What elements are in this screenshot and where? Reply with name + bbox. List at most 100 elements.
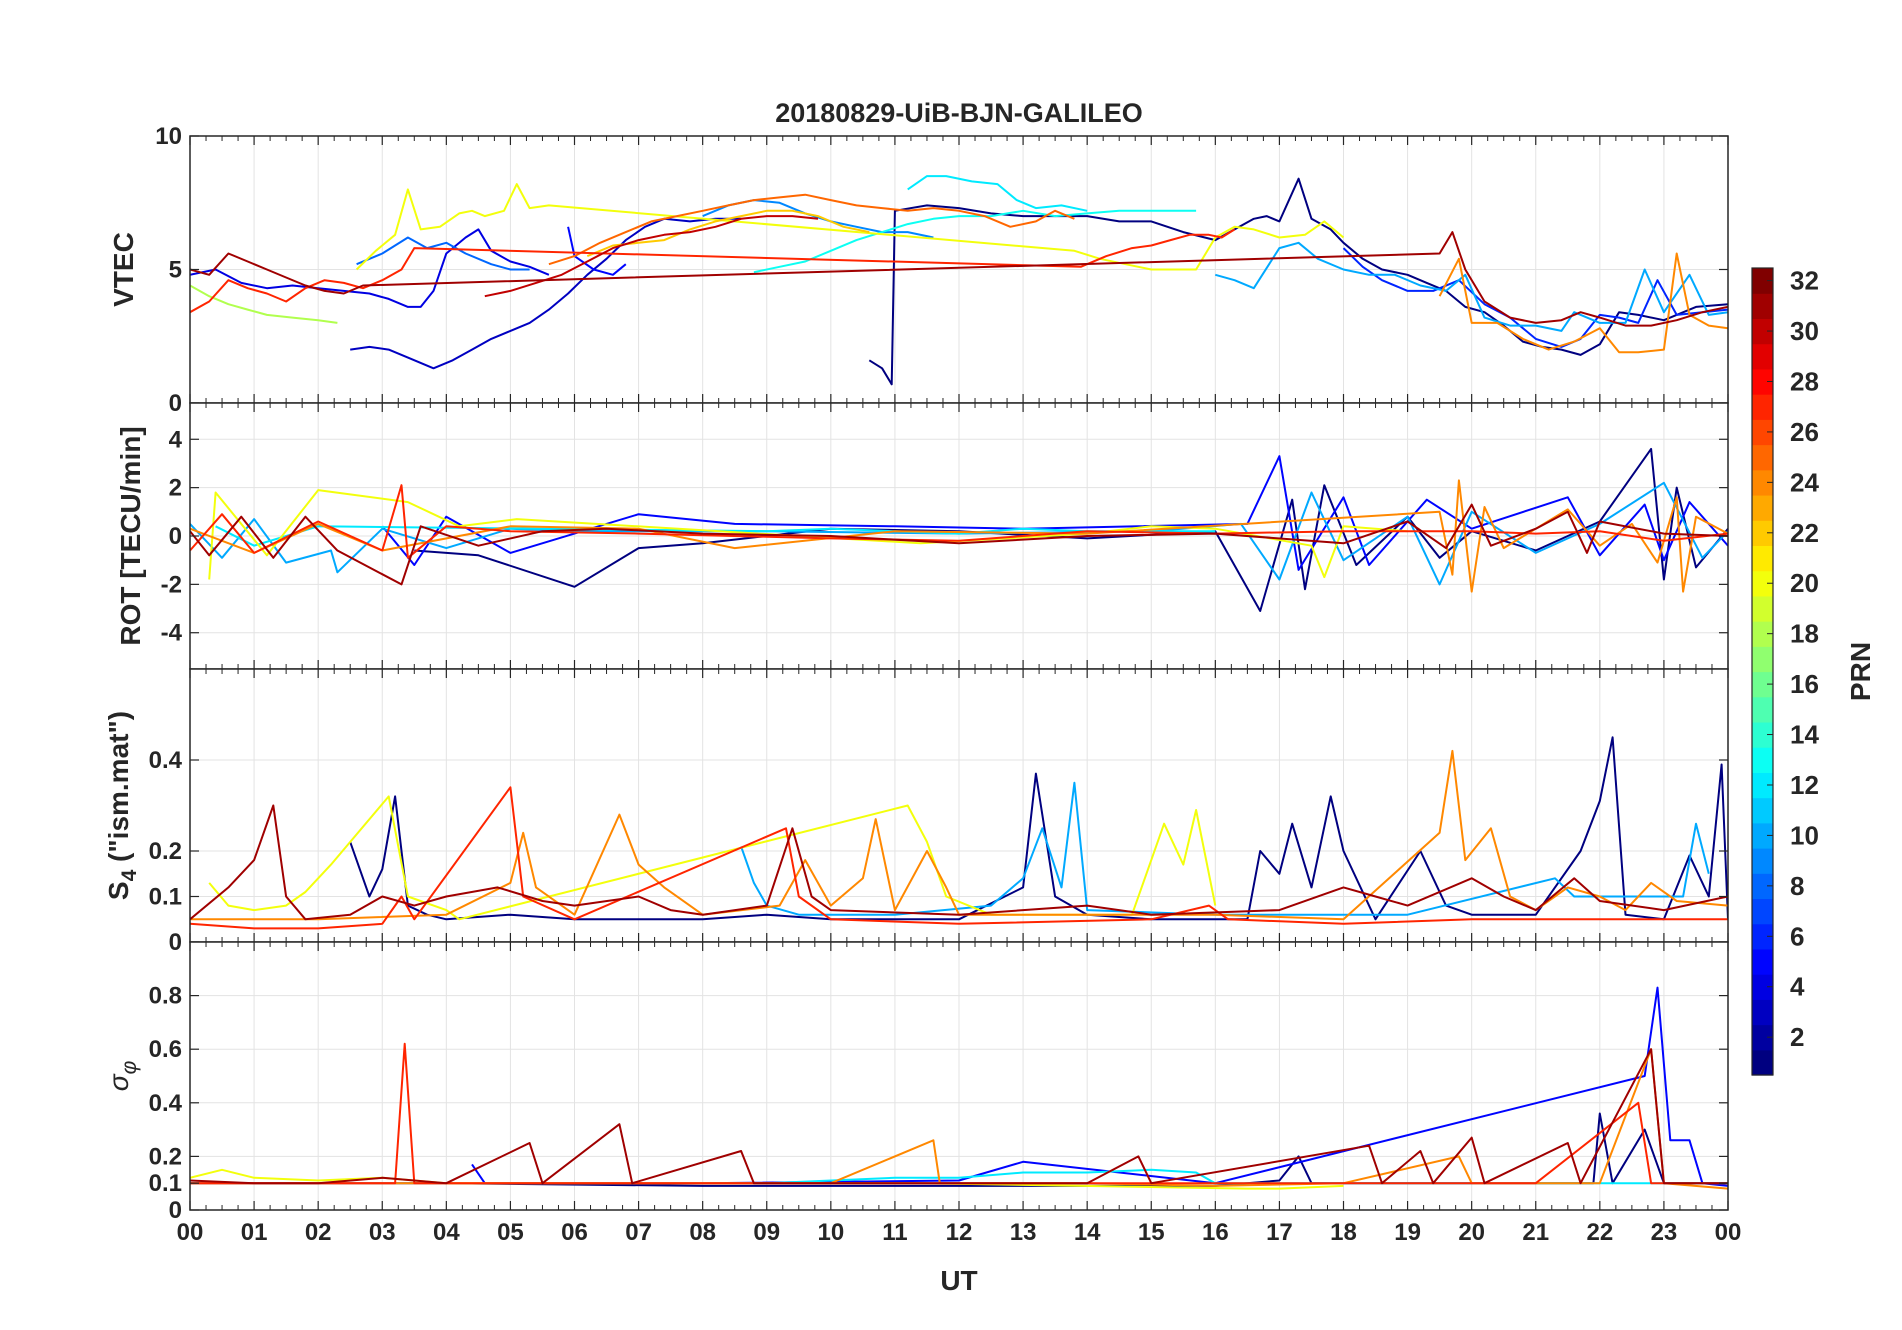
series-line-prn-27 [190,786,1728,930]
colorbar-segment [1752,595,1773,622]
y-tick-label: 2 [169,475,182,502]
panel-rot: -4 -2 0 2 4 ROT [TECU/min] [115,402,1729,670]
colorbar-label: PRN [1845,642,1876,701]
colorbar-frame [1751,267,1774,1076]
colorbar-segment [1752,343,1773,370]
colorbar-segment [1752,469,1773,496]
series-line-prn-1 [414,447,1728,612]
colorbar-segment [1752,999,1773,1026]
y-axis-label-sigma_phi: σφ [103,1060,141,1091]
y-tick-label: 10 [155,123,182,150]
series-line-prn-10 [1215,241,1728,332]
series-line-prn-10 [740,781,1710,916]
series-line-prn-1 [349,736,1728,921]
colorbar-segment [1752,923,1773,950]
colorbar-segment [1752,747,1773,773]
colorbar-tick-label: 18 [1790,619,1819,649]
x-tick-label: 07 [625,1219,652,1246]
x-tick-label: 08 [689,1219,716,1246]
series-line-prn-20 [208,489,1408,580]
y-tick-label: 0.1 [149,884,182,911]
x-tick-label: 22 [1586,1219,1613,1246]
y-tick-label: 0.4 [149,1090,183,1117]
x-tick-label: 13 [1010,1219,1037,1246]
y-tick-label: 0 [169,1197,182,1224]
x-tick-label: 12 [946,1219,973,1246]
colorbar-segment [1752,293,1773,320]
x-tick-label: 05 [497,1219,524,1246]
colorbar-segment [1752,545,1773,572]
y-tick-label: 0.2 [149,838,182,865]
series-line-prn-8 [356,236,530,271]
chart-title: 20180829-UiB-BJN-GALILEO [775,98,1143,128]
x-tick-label: 20 [1458,1219,1485,1246]
colorbar-segment [1752,268,1773,294]
colorbar-segment [1752,520,1773,547]
colorbar-segment [1752,444,1773,471]
x-tick-label: 16 [1202,1219,1229,1246]
x-tick-label: 04 [433,1219,460,1246]
colorbar-tick-label: 20 [1790,568,1819,598]
y-tick-label: 0 [169,929,182,956]
series-line-prn-31 [190,503,1728,586]
y-axis-label-rot: ROT [TECU/min] [115,426,146,645]
series-line-prn-31 [190,804,1728,921]
x-tick-label: 19 [1394,1219,1421,1246]
series-group-sigma_phi [190,986,1728,1190]
x-tick-labels: 00 01 02 03 04 05 06 07 08 09 10 11 12 13 14 15 16 17 18 19… [177,1219,1742,1246]
colorbar-segment [1752,621,1773,647]
colorbar-segment [1752,772,1773,799]
series-line-prn-20 [355,183,1345,271]
colorbar-segment [1752,1049,1773,1076]
x-tick-label: 21 [1522,1219,1549,1246]
colorbar-tick-label: 8 [1790,871,1804,901]
colorbar-tick-label: 2 [1790,1022,1804,1052]
x-tick-label: 00 [177,1219,204,1246]
panel-sigma-phi: 00.10.2 0.4 0.6 0.8 σφ [103,941,1729,1224]
y-axis-label-s4: S4 ("ism.mat") [103,711,141,900]
y-axis-label-vtec: VTEC [108,232,139,307]
series-group-vtec [190,175,1728,386]
x-tick-label: 23 [1651,1219,1678,1246]
panel-vtec: 0 5 10 VTEC [108,123,1729,417]
colorbar-tick-label: 32 [1790,266,1819,296]
colorbar-segment [1752,646,1773,673]
colorbar-tick-label: 28 [1790,366,1819,396]
series-line-prn-31 [190,231,1728,327]
colorbar-segment [1752,948,1773,975]
y-tick-label: 0 [169,523,182,550]
y-tick-label: 5 [169,257,182,284]
x-tick-label: 17 [1266,1219,1293,1246]
colorbar-segment [1752,873,1773,900]
y-tick-label: 0.1 [149,1170,182,1197]
series-line-prn-13 [753,209,1197,274]
y-tick-label: 0.2 [149,1143,182,1170]
y-tick-label: 0.6 [149,1036,182,1063]
colorbar-tick-label: 12 [1790,770,1819,800]
colorbar-tick-label: 14 [1790,720,1819,750]
x-tick-label: 18 [1330,1219,1357,1246]
x-tick-label: 15 [1138,1219,1165,1246]
series-line-prn-12 [907,175,1088,212]
colorbar-segment [1752,696,1773,723]
x-tick-label: 00 [1715,1219,1742,1246]
series-line-prn-22 [586,209,870,258]
series-line-prn-5 [567,226,627,276]
colorbar-segment [1752,419,1773,446]
colorbar-tick-label: 26 [1790,417,1819,447]
colorbar-segment [1752,974,1773,1000]
x-tick-label: 02 [305,1219,332,1246]
colorbar-segment [1752,797,1773,824]
series-line-prn-25 [548,193,1075,266]
y-tick-label: 0 [169,390,182,417]
series-line-prn-31 [190,1048,1728,1185]
colorbar-segment [1752,721,1773,748]
x-tick-label: 06 [561,1219,588,1246]
y-tick-label: 0.4 [149,747,183,774]
series-line-prn-5 [381,455,1728,571]
colorbar-segment [1752,1024,1773,1051]
x-tick-label: 10 [817,1219,844,1246]
series-line-prn-27 [190,228,1236,314]
x-axis-label: UT [940,1265,977,1296]
